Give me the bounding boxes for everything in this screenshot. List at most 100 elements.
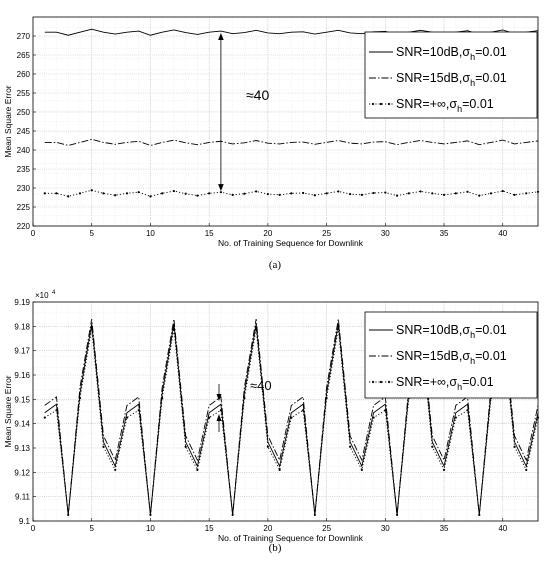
data-point bbox=[360, 193, 363, 196]
data-point bbox=[243, 192, 246, 195]
legend-label-main: SNR=10dB,σ bbox=[396, 323, 470, 337]
x-tick-label: 30 bbox=[381, 229, 390, 238]
legend-marker bbox=[371, 102, 375, 106]
data-point bbox=[525, 468, 528, 471]
legend-marker bbox=[371, 380, 375, 384]
y-tick-label: 9.19 bbox=[14, 298, 30, 307]
data-point bbox=[325, 397, 328, 400]
panel-caption: (b) bbox=[269, 542, 282, 554]
legend-marker bbox=[379, 380, 383, 384]
legend: SNR=10dB,σh=0.01SNR=15dB,σh=0.01SNR=+∞,σ… bbox=[364, 311, 538, 399]
y-tick-label: 255 bbox=[17, 89, 31, 98]
legend-label-main: SNR=+∞,σ bbox=[396, 375, 457, 389]
legend-label-sub: h bbox=[470, 52, 475, 62]
x-tick-label: 5 bbox=[89, 229, 94, 238]
data-point bbox=[243, 397, 246, 400]
data-point bbox=[372, 416, 375, 419]
panel-caption: (a) bbox=[269, 259, 282, 271]
data-point bbox=[255, 190, 258, 193]
legend-entry-1: SNR=10dB,σh=0.01 bbox=[396, 323, 507, 340]
data-point bbox=[102, 445, 105, 448]
legend-label-tail: =0.01 bbox=[475, 45, 507, 59]
data-point bbox=[290, 416, 293, 419]
y-tick-label: 235 bbox=[17, 165, 31, 174]
data-point bbox=[208, 192, 211, 195]
legend-box bbox=[364, 31, 538, 119]
data-point bbox=[266, 192, 269, 196]
y-tick-label: 225 bbox=[17, 203, 31, 212]
data-point bbox=[196, 468, 199, 471]
legend-label-sub: h bbox=[470, 78, 475, 88]
data-point bbox=[90, 189, 93, 192]
data-point bbox=[313, 194, 316, 197]
y-multiplier: ×10 bbox=[35, 291, 49, 300]
data-point bbox=[149, 513, 152, 517]
data-point bbox=[55, 409, 58, 412]
difference-annotation: ≈40 bbox=[250, 378, 272, 393]
data-point bbox=[78, 192, 82, 195]
legend-entry-3: SNR=+∞,σh=0.01 bbox=[396, 375, 494, 392]
data-point bbox=[161, 192, 164, 195]
x-tick-label: 15 bbox=[205, 229, 214, 238]
data-point bbox=[231, 513, 234, 517]
y-tick-label: 240 bbox=[17, 146, 31, 155]
data-point bbox=[454, 416, 457, 419]
legend-label-tail: =0.01 bbox=[475, 323, 507, 337]
legend-label-main: SNR=10dB,σ bbox=[396, 45, 470, 59]
y-tick-label: 270 bbox=[17, 32, 31, 41]
y-tick-label: 260 bbox=[17, 70, 31, 79]
data-point bbox=[266, 445, 269, 448]
data-point bbox=[67, 195, 70, 198]
x-tick-label: 30 bbox=[381, 524, 390, 533]
data-point bbox=[348, 445, 352, 448]
y-tick-label: 230 bbox=[17, 184, 31, 193]
plot-frame bbox=[32, 301, 539, 522]
data-point bbox=[302, 409, 305, 412]
arrow-head-up bbox=[218, 33, 224, 41]
legend: SNR=10dB,σh=0.01SNR=15dB,σh=0.01SNR=+∞,σ… bbox=[364, 31, 538, 119]
difference-annotation: ≈40 bbox=[246, 87, 269, 103]
series-line-1 bbox=[44, 323, 539, 515]
data-point bbox=[125, 192, 129, 195]
data-point bbox=[208, 416, 211, 419]
data-point bbox=[419, 190, 422, 193]
y-axis-label: Mean Square Error bbox=[3, 85, 13, 157]
data-point bbox=[478, 194, 481, 197]
x-tick-label: 25 bbox=[322, 524, 331, 533]
data-point bbox=[407, 192, 410, 195]
data-point bbox=[255, 327, 258, 330]
x-tick-label: 40 bbox=[498, 524, 507, 533]
x-tick-label: 20 bbox=[263, 524, 272, 533]
y-tick-label: 220 bbox=[17, 222, 31, 231]
data-point bbox=[102, 192, 105, 195]
data-point bbox=[466, 409, 469, 412]
legend-label-main: SNR=+∞,σ bbox=[396, 97, 457, 111]
data-point bbox=[360, 468, 363, 471]
data-point bbox=[149, 195, 152, 198]
y-multiplier-exp: 4 bbox=[52, 290, 56, 296]
grid bbox=[32, 301, 539, 522]
y-tick-label: 9.17 bbox=[14, 347, 30, 356]
x-tick-label: 0 bbox=[31, 524, 36, 533]
data-point bbox=[384, 191, 387, 194]
data-point bbox=[525, 192, 528, 195]
y-tick-label: 9.15 bbox=[14, 395, 30, 404]
legend-label-sub: h bbox=[470, 330, 475, 340]
series-line-2 bbox=[44, 138, 539, 146]
data-point bbox=[489, 192, 493, 195]
arrow-head-up bbox=[216, 414, 222, 421]
data-point bbox=[513, 445, 516, 448]
x-tick-label: 10 bbox=[146, 524, 155, 533]
y-tick-label: 9.16 bbox=[14, 371, 30, 380]
data-point bbox=[536, 190, 540, 193]
y-tick-label: 9.18 bbox=[14, 322, 30, 331]
data-point bbox=[172, 189, 176, 193]
data-point bbox=[114, 194, 117, 197]
legend-marker bbox=[379, 102, 383, 106]
chart-panel-a: 0 5 10 15 20 25 30 35 40 220 225 230 235 240 245 250 255… bbox=[3, 16, 540, 271]
data-point bbox=[67, 513, 70, 517]
data-point bbox=[125, 416, 129, 419]
y-tick-label: 250 bbox=[17, 108, 31, 117]
data-point bbox=[478, 513, 481, 517]
legend-label-tail: =0.01 bbox=[462, 97, 494, 111]
